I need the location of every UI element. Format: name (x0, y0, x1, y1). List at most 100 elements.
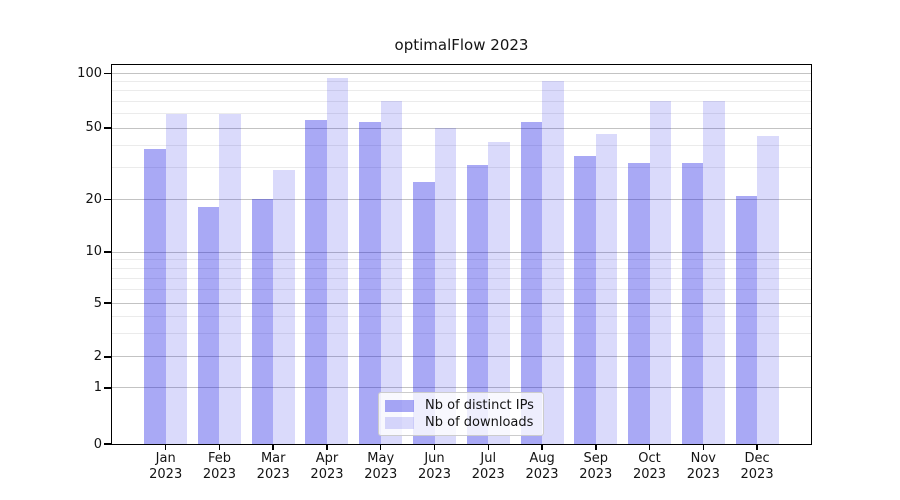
bar-downloads-sep (595, 134, 618, 444)
x-tick-may (379, 444, 382, 450)
x-label-month: Dec (744, 451, 770, 466)
x-tick-label-jun: Jun 2023 (418, 451, 451, 482)
gridline-minor-70 (112, 100, 811, 102)
bar-downloads-jun (434, 128, 456, 444)
x-label-year: 2023 (364, 466, 398, 482)
x-label-month: Sep (583, 451, 609, 466)
x-tick-label-aug: Aug 2023 (525, 451, 558, 482)
x-label-month: Apr (315, 451, 339, 466)
chart-title: optimalFlow 2023 (394, 36, 529, 54)
bar-distinct-ips-oct (628, 162, 650, 444)
x-label-year: 2023 (256, 466, 290, 482)
gridline-minor-60 (112, 113, 811, 115)
bar-downloads-feb (219, 113, 241, 444)
bar-downloads-nov (703, 101, 725, 444)
bar-downloads-mar (273, 170, 295, 444)
bar-downloads-jan (165, 113, 188, 444)
y-tick-label-50: 50 (85, 120, 102, 136)
x-label-year: 2023 (149, 466, 183, 482)
gridline-major-2 (112, 356, 811, 358)
x-tick-apr (326, 444, 328, 450)
legend-label-distinct-ips: Nb of distinct IPs (425, 398, 534, 413)
x-tick-jul (487, 444, 489, 450)
legend: Nb of distinct IPs Nb of downloads (378, 392, 544, 436)
y-tick-label-1: 1 (93, 380, 102, 396)
x-tick-dec (756, 444, 758, 450)
bar-distinct-ips-apr (305, 120, 327, 444)
x-label-month: Mar (260, 451, 286, 466)
bar-distinct-ips-mar (251, 199, 274, 444)
gridline-minor-90 (112, 81, 811, 83)
legend-swatch-downloads (385, 416, 414, 429)
x-label-year: 2023 (740, 466, 774, 482)
bar-distinct-ips-jul (466, 165, 489, 444)
bar-downloads-apr (326, 78, 349, 444)
gridline-minor-40 (112, 144, 811, 146)
x-label-month: Jun (424, 451, 445, 466)
y-tick-label-20: 20 (85, 191, 102, 207)
x-tick-feb (218, 444, 221, 450)
x-label-month: Feb (207, 451, 231, 466)
x-label-year: 2023 (202, 466, 236, 482)
y-tick-5 (104, 302, 111, 304)
y-tick-1 (104, 387, 111, 389)
x-tick-label-jan: Jan 2023 (149, 451, 182, 482)
x-label-month: Jan (155, 451, 176, 466)
y-tick-label-100: 100 (77, 65, 102, 81)
gridline-minor-9 (112, 259, 811, 261)
bar-downloads-oct (649, 101, 672, 444)
y-tick-50 (104, 127, 111, 129)
gridline-minor-3 (112, 332, 811, 334)
y-tick-10 (104, 251, 111, 253)
x-label-year: 2023 (310, 466, 344, 482)
gridline-minor-6 (112, 289, 811, 291)
y-tick-20 (104, 198, 111, 201)
y-tick-label-10: 10 (85, 244, 102, 260)
x-label-month: Oct (638, 451, 661, 466)
bar-downloads-jul (488, 141, 510, 444)
x-tick-label-feb: Feb 2023 (203, 451, 236, 482)
gridline-major-10 (112, 251, 811, 253)
bar-distinct-ips-dec (735, 195, 758, 444)
gridline-major-50 (112, 127, 811, 129)
bar-distinct-ips-may (359, 121, 381, 444)
gridline-major-20 (112, 198, 811, 200)
y-tick-2 (104, 356, 111, 358)
x-label-month: Aug (529, 451, 555, 466)
bar-downloads-dec (757, 136, 779, 444)
legend-swatch-distinct-ips (385, 399, 414, 412)
x-label-year: 2023 (686, 466, 720, 482)
legend-item-downloads: Nb of downloads (385, 415, 537, 430)
x-tick-label-oct: Oct 2023 (633, 451, 666, 482)
gridline-major-1 (112, 387, 811, 389)
x-tick-label-jul: Jul 2023 (472, 451, 505, 482)
x-label-year: 2023 (471, 466, 505, 482)
x-tick-jun (433, 444, 436, 450)
x-tick-label-apr: Apr 2023 (310, 451, 343, 482)
y-tick-label-2: 2 (93, 349, 102, 365)
x-tick-label-mar: Mar 2023 (257, 451, 290, 482)
y-tick-label-5: 5 (93, 295, 102, 311)
x-label-month: Jul (480, 451, 497, 466)
x-label-month: May (367, 451, 395, 466)
x-label-year: 2023 (417, 466, 452, 482)
bar-distinct-ips-jun (413, 181, 435, 444)
bar-downloads-aug (542, 80, 564, 444)
bar-distinct-ips-jan (144, 149, 166, 444)
bar-distinct-ips-feb (197, 207, 220, 444)
x-tick-label-may: May 2023 (364, 451, 397, 482)
bar-downloads-may (380, 101, 403, 444)
gridline-major-100 (112, 72, 811, 74)
bar-distinct-ips-aug (520, 121, 543, 444)
x-tick-nov (702, 444, 705, 450)
y-tick-100 (104, 72, 111, 75)
gridline-minor-30 (112, 167, 811, 169)
bar-distinct-ips-sep (574, 155, 596, 444)
gridline-minor-7 (112, 277, 811, 279)
legend-label-downloads: Nb of downloads (425, 415, 534, 430)
x-tick-mar (272, 444, 274, 450)
legend-item-distinct-ips: Nb of distinct IPs (385, 398, 537, 413)
gridline-major-5 (112, 302, 811, 304)
x-tick-aug (541, 444, 543, 450)
